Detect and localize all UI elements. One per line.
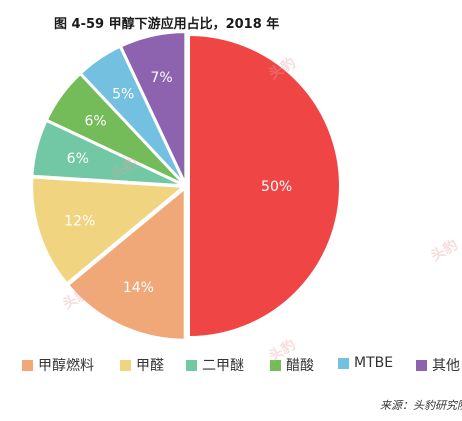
chart-title: 图 4-59 甲醇下游应用占比，2018 年 [54,17,280,32]
legend-swatch [186,359,197,371]
legend-swatch [416,359,427,371]
legend-label: 甲醇燃料 [38,358,94,374]
legend-item: MTBE [338,355,393,371]
legend-item: 其他 [416,355,460,375]
slice-label: 14% [123,280,154,296]
source-note: 来源：头豹研究院 [380,399,462,412]
pie-slice [31,176,186,285]
legend-item: 甲醇燃料 [22,355,94,375]
pie-slice [31,119,184,187]
pie-slice [45,72,185,186]
slice-label: 5% [112,87,134,103]
legend-label: 二甲醚 [202,358,244,374]
legend-swatch [120,359,131,371]
legend-item: 二甲醚 [186,355,244,375]
legend-item: 甲醛 [120,355,164,375]
pie-slice [79,45,186,185]
legend-label: 醋酸 [286,358,314,374]
legend-label: MTBE [354,355,394,371]
legend-swatch [22,359,33,371]
pie-slice [66,186,186,341]
legend-label: 甲醛 [136,358,164,374]
legend-item: 醋酸 [270,355,314,375]
slice-label: 12% [64,214,95,230]
chart-legend: 甲醇燃料 甲醛 二甲醚 醋酸 MTBE 其他 [0,355,462,377]
pie-slice [188,33,341,339]
slice-label: 6% [84,113,106,129]
slice-label: 50% [261,179,292,195]
legend-swatch [270,359,281,371]
legend-label: 其他 [432,358,460,374]
slice-label: 6% [67,151,89,167]
legend-swatch [338,357,349,369]
pie-slice [119,31,187,184]
slice-label: 7% [151,70,173,86]
